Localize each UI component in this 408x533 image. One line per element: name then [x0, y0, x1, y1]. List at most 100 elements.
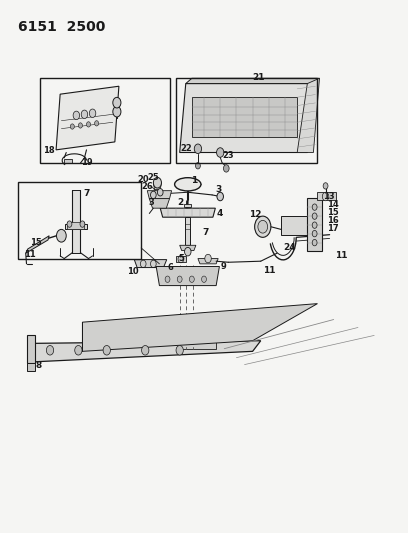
Text: 24: 24: [283, 244, 295, 253]
Circle shape: [81, 110, 88, 118]
Circle shape: [89, 109, 96, 117]
Bar: [18, 182, 141, 259]
Circle shape: [86, 122, 91, 127]
Circle shape: [258, 220, 268, 233]
Circle shape: [312, 239, 317, 246]
Circle shape: [75, 345, 82, 355]
Polygon shape: [198, 259, 218, 264]
Circle shape: [312, 230, 317, 237]
Polygon shape: [56, 86, 119, 150]
Bar: [40, 78, 170, 163]
Circle shape: [142, 345, 149, 355]
Circle shape: [113, 98, 121, 108]
Polygon shape: [67, 222, 84, 229]
Polygon shape: [281, 216, 309, 235]
Circle shape: [177, 276, 182, 282]
Polygon shape: [307, 198, 322, 251]
Circle shape: [312, 213, 317, 219]
Text: 1: 1: [191, 176, 197, 185]
Text: 2: 2: [177, 198, 184, 207]
Text: 11: 11: [263, 266, 275, 275]
Circle shape: [67, 221, 72, 227]
Text: 11: 11: [24, 251, 35, 260]
Ellipse shape: [175, 177, 201, 191]
Circle shape: [195, 163, 200, 169]
Circle shape: [255, 216, 271, 237]
Text: 17: 17: [327, 224, 339, 233]
Polygon shape: [147, 191, 172, 199]
Circle shape: [202, 276, 206, 282]
Circle shape: [217, 192, 224, 201]
Polygon shape: [192, 97, 297, 136]
Text: 23: 23: [222, 151, 234, 160]
Text: 14: 14: [327, 200, 339, 209]
Circle shape: [56, 229, 66, 242]
Polygon shape: [180, 245, 196, 251]
Text: 19: 19: [81, 158, 92, 166]
Polygon shape: [32, 341, 261, 362]
Polygon shape: [64, 159, 72, 163]
Circle shape: [70, 124, 74, 129]
Text: 12: 12: [249, 210, 261, 219]
Circle shape: [73, 111, 80, 119]
Polygon shape: [72, 190, 80, 253]
Circle shape: [95, 120, 99, 126]
Polygon shape: [134, 260, 167, 268]
Polygon shape: [175, 256, 186, 262]
Text: 8: 8: [36, 361, 42, 370]
Text: 7: 7: [203, 228, 209, 237]
Circle shape: [189, 276, 194, 282]
Circle shape: [205, 254, 211, 263]
Circle shape: [224, 165, 229, 172]
Text: 4: 4: [217, 209, 224, 218]
Text: 10: 10: [127, 268, 139, 276]
Text: 18: 18: [43, 147, 55, 156]
Polygon shape: [184, 204, 191, 207]
Polygon shape: [26, 236, 49, 253]
Circle shape: [194, 144, 202, 154]
Text: 9: 9: [221, 262, 226, 271]
Text: 26: 26: [142, 182, 153, 191]
Polygon shape: [27, 335, 35, 363]
Polygon shape: [65, 224, 87, 229]
Text: 5: 5: [178, 254, 184, 263]
Polygon shape: [156, 266, 220, 286]
Text: 11: 11: [335, 252, 348, 261]
Text: 13: 13: [323, 192, 335, 201]
Polygon shape: [317, 192, 336, 200]
Polygon shape: [180, 341, 216, 349]
Text: 22: 22: [180, 144, 192, 154]
Polygon shape: [185, 217, 190, 245]
Text: 6151  2500: 6151 2500: [18, 20, 105, 34]
Circle shape: [113, 107, 121, 117]
Text: 16: 16: [327, 216, 339, 225]
Text: 15: 15: [327, 208, 339, 217]
Circle shape: [312, 222, 317, 228]
Bar: [175, 78, 317, 163]
Polygon shape: [27, 363, 35, 372]
Polygon shape: [160, 208, 215, 217]
Circle shape: [151, 191, 156, 199]
Polygon shape: [82, 304, 317, 351]
Text: 20: 20: [137, 174, 149, 183]
Circle shape: [312, 204, 317, 211]
Circle shape: [103, 345, 111, 355]
Polygon shape: [180, 84, 313, 152]
Text: 21: 21: [253, 72, 265, 82]
Text: 6: 6: [168, 263, 174, 272]
Polygon shape: [149, 199, 170, 208]
Text: 15: 15: [30, 238, 42, 247]
Polygon shape: [186, 78, 319, 84]
Circle shape: [157, 189, 163, 196]
Text: 3: 3: [215, 184, 221, 193]
Circle shape: [217, 148, 224, 157]
Circle shape: [184, 247, 191, 256]
Text: 7: 7: [83, 189, 90, 198]
Circle shape: [322, 192, 329, 201]
Circle shape: [47, 345, 54, 355]
Polygon shape: [153, 183, 162, 190]
Polygon shape: [297, 78, 319, 152]
Circle shape: [78, 123, 82, 128]
Circle shape: [165, 276, 170, 282]
Circle shape: [80, 221, 85, 227]
